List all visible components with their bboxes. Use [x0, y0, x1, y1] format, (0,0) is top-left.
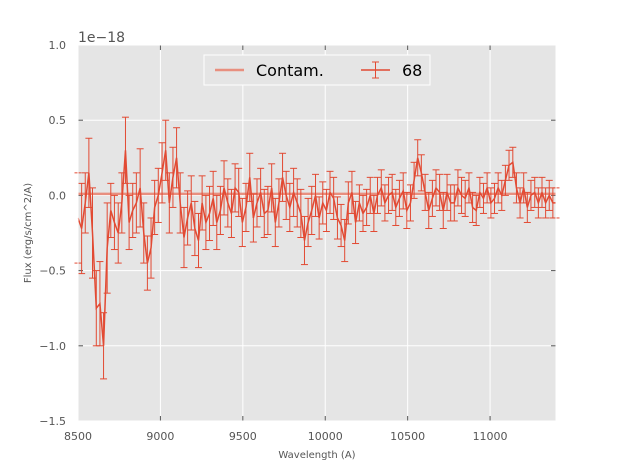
y-tick-label: −0.5 [39, 265, 66, 278]
legend: Contam. 68 [203, 54, 431, 86]
x-tick-label: 8500 [64, 430, 92, 443]
x-axis-label: Wavelength (A) [278, 450, 355, 461]
legend-contam-label: Contam. [256, 61, 324, 80]
y-axis-label: Flux (erg/s/cm^2/A) [23, 183, 34, 283]
x-tick-label: 11000 [473, 430, 508, 443]
x-tick-label: 9000 [146, 430, 174, 443]
legend-spectrum-label: 68 [402, 61, 422, 80]
plot-area [78, 45, 556, 421]
y-tick-label: −1.0 [39, 340, 66, 353]
legend-spectrum-swatch [361, 61, 390, 79]
spectrum-line [77, 150, 556, 346]
y-tick-label: 1.0 [49, 39, 67, 52]
y-tick-label: 0.5 [49, 114, 67, 127]
y-tick-label: −1.5 [39, 415, 66, 428]
y-axis-ticks: −1.5 −1.0 −0.5 0.0 0.5 1.0 [39, 39, 556, 428]
x-tick-label: 10000 [308, 430, 343, 443]
y-tick-label: 0.0 [49, 189, 67, 202]
x-tick-label: 9500 [229, 430, 257, 443]
y-offset-label: 1e−18 [78, 30, 125, 46]
spectrum-series [77, 150, 556, 346]
plot-frame [77, 44, 557, 422]
x-tick-label: 10500 [390, 430, 425, 443]
